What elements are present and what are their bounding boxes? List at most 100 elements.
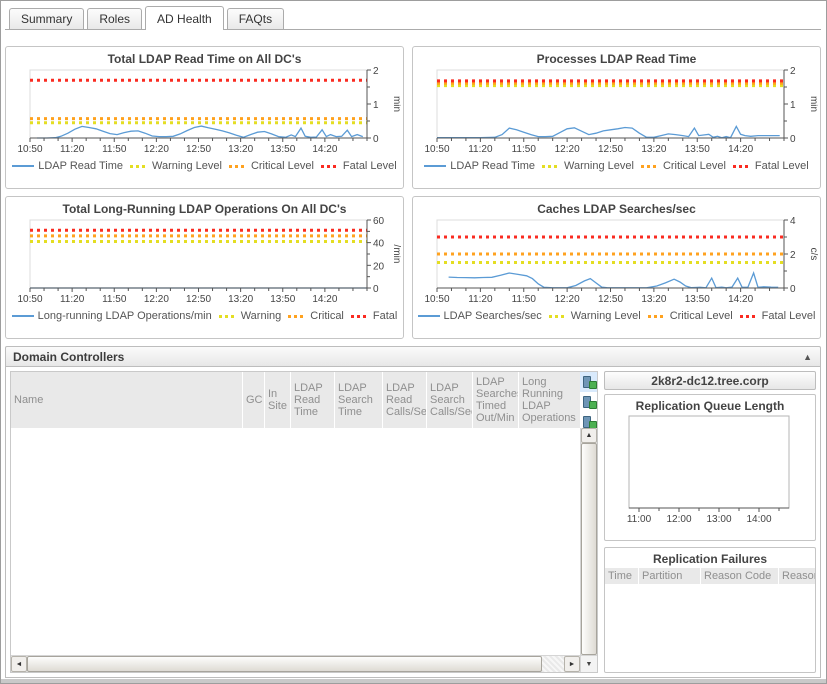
dc-name-cell: 2k8x64-dc04.domaina.foga.local xyxy=(580,395,597,409)
svg-text:12:50: 12:50 xyxy=(598,144,623,155)
tab-bar: Summary Roles AD Health FAQts xyxy=(5,4,821,30)
chart-legend: LDAP Searches/sec Warning Level Critical L… xyxy=(413,310,820,322)
replication-failures-title: Replication Failures xyxy=(652,552,768,566)
legend-label: Critical Level xyxy=(662,160,726,172)
fatal-dash-icon xyxy=(732,164,751,168)
series-line-icon xyxy=(417,315,440,317)
svg-text:13:50: 13:50 xyxy=(685,294,710,305)
svg-text:13:00: 13:00 xyxy=(706,514,731,525)
svg-text:12:20: 12:20 xyxy=(555,294,580,305)
svg-text:12:50: 12:50 xyxy=(186,294,211,305)
dc-table-rows: 2k8r2-dc12.tree.corp✔✔0.00 sec0 ms000.00… xyxy=(580,372,597,428)
dc-table-header: Name GC In Site LDAP Read Time LDAP Search T… xyxy=(11,372,580,428)
domain-controllers-header: Domain Controllers ▲ xyxy=(5,346,821,367)
legend-label: Fatal Level xyxy=(754,160,809,172)
svg-text:11:20: 11:20 xyxy=(60,144,85,155)
legend-item: LDAP Searches/sec xyxy=(417,310,542,322)
svg-text:11:00: 11:00 xyxy=(627,514,652,525)
chart-title: Processes LDAP Read Time xyxy=(536,52,697,66)
svg-text:13:20: 13:20 xyxy=(641,294,666,305)
svg-text:2: 2 xyxy=(373,67,379,77)
legend-item: Long-running LDAP Operations/min xyxy=(11,310,212,322)
svg-text:12:50: 12:50 xyxy=(186,144,211,155)
svg-text:11:20: 11:20 xyxy=(60,294,85,305)
failures-column-header-0[interactable]: Time xyxy=(605,568,639,584)
critical-dash-icon xyxy=(647,314,666,318)
chart-title: Total LDAP Read Time on All DC's xyxy=(107,52,302,66)
server-icon xyxy=(583,415,597,428)
column-header-8[interactable]: Long Running LDAP Operations xyxy=(519,372,580,428)
svg-text:12:20: 12:20 xyxy=(144,294,169,305)
legend-label: Critical Level xyxy=(250,160,314,172)
legend-label: Critical Level xyxy=(669,310,733,322)
scroll-right-button[interactable]: ► xyxy=(564,656,580,672)
dc-row[interactable]: 2k8x64core-dc13.domaina.foga.local0.00 s… xyxy=(580,412,597,428)
server-icon xyxy=(583,375,597,389)
svg-text:40: 40 xyxy=(373,239,385,250)
vertical-scroll-thumb[interactable] xyxy=(581,443,597,655)
svg-text:11:50: 11:50 xyxy=(512,294,537,305)
svg-text:13:20: 13:20 xyxy=(228,144,253,155)
tab-faqts[interactable]: FAQts xyxy=(226,8,285,29)
legend-item: LDAP Read Time xyxy=(12,160,123,172)
tab-summary[interactable]: Summary xyxy=(9,8,85,29)
svg-text:12:20: 12:20 xyxy=(144,144,169,155)
svg-text:13:50: 13:50 xyxy=(270,294,295,305)
failures-column-header-3[interactable]: Reason xyxy=(779,568,815,584)
svg-text:2: 2 xyxy=(790,250,796,261)
failures-column-header-2[interactable]: Reason Code xyxy=(701,568,779,584)
column-header-6[interactable]: LDAP Search Calls/Sec xyxy=(427,372,473,428)
chart-long-running-ops: 10:50 11:20 11:50 12:20 12:50 13:20 13:50 14:20… xyxy=(17,216,402,305)
horizontal-scroll-thumb[interactable] xyxy=(27,656,542,672)
legend-label: LDAP Read Time xyxy=(450,160,536,172)
column-header-1[interactable]: GC xyxy=(243,372,265,428)
chart-legend: LDAP Read Time Warning Level Critical Leve… xyxy=(413,160,820,172)
svg-text:min: min xyxy=(808,96,818,112)
scroll-down-button[interactable]: ▼ xyxy=(580,655,597,672)
vertical-scrollbar[interactable]: ▲ xyxy=(580,428,597,655)
column-header-7[interactable]: LDAP Searches Timed Out/Min xyxy=(473,372,519,428)
column-header-5[interactable]: LDAP Read Calls/Sec xyxy=(383,372,427,428)
legend-item: Critical Level xyxy=(647,310,733,322)
warning-dash-icon xyxy=(218,314,237,318)
selected-dc-button[interactable]: 2k8r2-dc12.tree.corp xyxy=(604,371,816,390)
horizontal-scrollbar[interactable]: ◄ ► xyxy=(11,655,580,672)
chart-panel-long-running-ops: Total Long-Running LDAP Operations On Al… xyxy=(5,196,404,339)
svg-text:0: 0 xyxy=(373,134,379,145)
tab-roles[interactable]: Roles xyxy=(87,8,143,29)
legend-item: LDAP Read Time xyxy=(424,160,535,172)
svg-text:10:50: 10:50 xyxy=(424,294,449,305)
critical-dash-icon xyxy=(288,314,307,318)
section-title: Domain Controllers xyxy=(13,349,125,364)
legend-label: Long-running LDAP Operations/min xyxy=(37,310,212,322)
legend-label: LDAP Read Time xyxy=(38,160,124,172)
svg-text:14:20: 14:20 xyxy=(728,144,753,155)
collapse-icon[interactable]: ▲ xyxy=(803,351,812,362)
svg-text:14:20: 14:20 xyxy=(728,294,753,305)
svg-text:20: 20 xyxy=(373,261,385,272)
svg-text:11:50: 11:50 xyxy=(512,144,537,155)
legend-label: Fatal Level xyxy=(761,310,816,322)
dc-row[interactable]: 2k8x64-dc04.domaina.foga.local✔0.00 sec0… xyxy=(580,392,597,412)
column-header-0[interactable]: Name xyxy=(11,372,243,428)
column-header-2[interactable]: In Site xyxy=(265,372,291,428)
svg-text:13:20: 13:20 xyxy=(228,294,253,305)
dc-row[interactable]: 2k8r2-dc12.tree.corp✔✔0.00 sec0 ms000.00… xyxy=(580,372,597,392)
failures-column-header-1[interactable]: Partition xyxy=(639,568,701,584)
warning-dash-icon xyxy=(542,164,561,168)
chart-title: Total Long-Running LDAP Operations On Al… xyxy=(62,202,347,216)
svg-text:0: 0 xyxy=(790,134,796,145)
scroll-track[interactable] xyxy=(542,656,564,672)
scroll-left-button[interactable]: ◄ xyxy=(11,656,27,672)
column-header-3[interactable]: LDAP Read Time xyxy=(291,372,335,428)
server-icon xyxy=(583,395,597,409)
tab-ad-health[interactable]: AD Health xyxy=(145,6,224,30)
svg-text:1: 1 xyxy=(790,100,796,111)
column-header-4[interactable]: LDAP Search Time xyxy=(335,372,383,428)
legend-label: Fatal Level xyxy=(342,160,397,172)
svg-text:1: 1 xyxy=(373,100,379,111)
legend-label: Warning Level xyxy=(152,160,222,172)
replication-queue-panel: Replication Queue Length 11:00 12:00 13:00… xyxy=(604,394,816,541)
dc-table: Name GC In Site LDAP Read Time LDAP Search T… xyxy=(10,371,598,673)
scroll-up-button[interactable]: ▲ xyxy=(581,428,597,443)
